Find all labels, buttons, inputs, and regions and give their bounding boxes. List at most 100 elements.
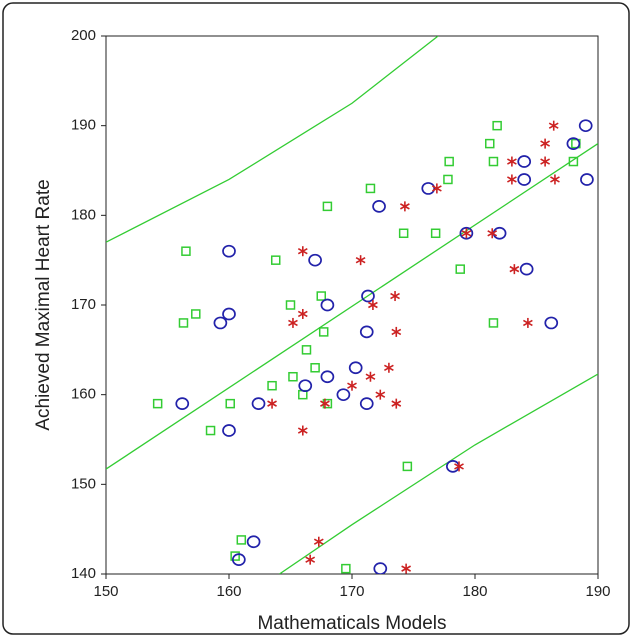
- circle-point: [578, 119, 593, 133]
- asterisk-stroke: [365, 373, 376, 380]
- circle-point: [372, 200, 386, 213]
- asterisk-point: [454, 461, 464, 472]
- asterisk-stroke: [509, 265, 520, 273]
- asterisk-point: [401, 563, 412, 574]
- square-point: [568, 156, 579, 167]
- asterisk-stroke: [390, 292, 400, 300]
- square-point: [318, 327, 329, 337]
- square-point: [365, 183, 376, 194]
- circle-point: [320, 298, 335, 312]
- asterisk-stroke: [313, 538, 324, 545]
- x-axis-label: Mathematicals Models: [257, 613, 446, 634]
- asterisk-point: [540, 138, 550, 149]
- asterisk-point: [400, 201, 410, 212]
- circle-point: [251, 397, 266, 410]
- circle-point: [544, 316, 559, 330]
- square-point: [225, 398, 235, 409]
- square-point: [267, 380, 277, 391]
- asterisk-stroke: [548, 122, 559, 129]
- asterisk-point: [391, 326, 402, 337]
- asterisk-stroke: [550, 176, 560, 183]
- asterisk-point: [267, 398, 277, 409]
- asterisk-stroke: [355, 256, 366, 264]
- x-tick-label: 190: [585, 583, 610, 600]
- square-point: [322, 201, 333, 212]
- circle-point: [580, 173, 594, 186]
- plot-content: [106, 36, 598, 574]
- square-point: [443, 174, 453, 185]
- circle-point: [175, 397, 190, 410]
- asterisk-stroke: [454, 463, 464, 470]
- asterisk-point: [347, 380, 357, 391]
- asterisk-stroke: [400, 203, 410, 210]
- asterisk-stroke: [540, 140, 550, 147]
- square-point: [485, 138, 495, 149]
- asterisk-stroke: [305, 556, 316, 563]
- asterisk-point: [487, 228, 498, 239]
- asterisk-point: [368, 300, 378, 310]
- circle-point: [336, 388, 351, 402]
- fit-line: [279, 373, 598, 574]
- asterisk-stroke: [368, 301, 378, 309]
- circle-point: [320, 370, 335, 384]
- square-point: [341, 563, 351, 574]
- plot-area: [105, 35, 599, 575]
- circle-point: [246, 535, 261, 549]
- x-tick-label: 170: [339, 583, 364, 600]
- square-point: [152, 398, 163, 409]
- asterisk-stroke: [391, 328, 402, 336]
- y-tick-label: 160: [71, 386, 96, 403]
- circle-point: [421, 182, 436, 195]
- circle-point: [348, 361, 363, 375]
- x-tick-label: 180: [462, 583, 487, 600]
- asterisk-stroke: [401, 565, 412, 572]
- asterisk-point: [548, 120, 559, 131]
- asterisk-point: [375, 389, 386, 400]
- asterisk-point: [550, 174, 560, 185]
- asterisk-stroke: [288, 319, 298, 327]
- asterisk-point: [507, 174, 517, 185]
- square-point: [230, 551, 240, 561]
- asterisk-point: [297, 308, 308, 319]
- x-tick-label: 150: [93, 583, 118, 600]
- fit-line: [106, 143, 598, 470]
- fit-line: [106, 36, 439, 243]
- asterisk-point: [390, 291, 400, 302]
- square-point: [444, 156, 454, 167]
- circle-point: [517, 173, 532, 186]
- asterisk-stroke: [375, 391, 386, 398]
- circle-point: [519, 262, 534, 276]
- asterisk-point: [320, 398, 330, 409]
- asterisk-point: [523, 317, 533, 328]
- square-point: [288, 371, 298, 382]
- asterisk-point: [313, 536, 324, 547]
- circle-point: [308, 253, 322, 267]
- asterisk-point: [297, 425, 308, 436]
- circle-point: [222, 244, 236, 258]
- asterisk-stroke: [523, 319, 533, 327]
- asterisk-stroke: [507, 176, 517, 183]
- circle-point: [222, 424, 236, 437]
- circle-point: [517, 155, 532, 168]
- circle-point: [231, 553, 246, 567]
- y-tick-label: 180: [71, 206, 96, 223]
- square-point: [181, 246, 191, 256]
- square-point: [191, 309, 201, 319]
- square-point: [430, 228, 441, 239]
- square-point: [455, 264, 465, 274]
- asterisk-stroke: [431, 185, 442, 192]
- asterisk-point: [384, 362, 394, 373]
- asterisk-stroke: [267, 400, 277, 407]
- y-tick-label: 200: [71, 27, 96, 44]
- asterisk-stroke: [461, 230, 472, 237]
- asterisk-point: [355, 255, 366, 266]
- asterisk-point: [305, 554, 316, 565]
- asterisk-stroke: [391, 400, 402, 407]
- square-point: [402, 461, 413, 472]
- y-axis-label: Achieved Maximal Heart Rate: [33, 179, 54, 430]
- asterisk-stroke: [347, 382, 357, 389]
- square-point: [270, 255, 281, 265]
- square-point: [205, 425, 216, 436]
- square-point: [488, 156, 499, 167]
- asterisk-point: [431, 183, 442, 194]
